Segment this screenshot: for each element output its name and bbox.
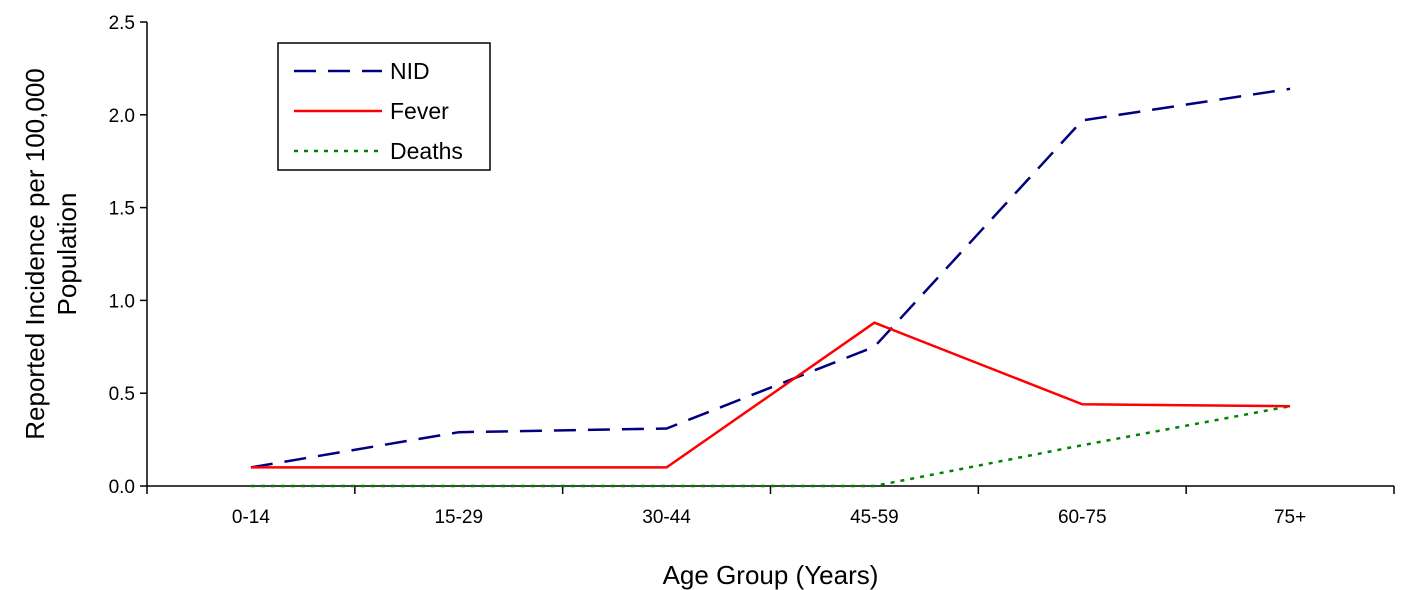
legend-label-deaths: Deaths (390, 138, 463, 164)
y-tick-label: 0.5 (109, 384, 135, 405)
x-tick-label: 45-59 (850, 507, 899, 528)
x-tick-label: 75+ (1274, 507, 1306, 528)
x-axis-title: Age Group (Years) (663, 560, 879, 590)
y-tick-label: 2.0 (109, 106, 135, 127)
x-ticks: 0-14 15-29 30-44 45-59 60-75 75+ (146, 486, 1395, 528)
legend-label-fever: Fever (390, 98, 449, 124)
x-tick-label: 0-14 (232, 507, 270, 528)
y-tick-label: 1.5 (109, 199, 135, 220)
series-layer (250, 87, 1291, 488)
x-tick-label: 30-44 (642, 507, 691, 528)
legend-label-nid: NID (390, 58, 430, 84)
series-line-fever (250, 321, 1291, 469)
legend-box (277, 42, 491, 171)
legend: NID Fever Deaths (277, 42, 491, 171)
y-tick-label: 2.5 (109, 13, 135, 34)
y-tick-label: 1.0 (109, 291, 135, 312)
series-line-deaths (250, 404, 1291, 488)
x-tick-label: 60-75 (1058, 507, 1107, 528)
y-axis-title-line2: Population (52, 193, 82, 316)
y-axis-title-line1: Reported Incidence per 100,000 (20, 68, 50, 440)
y-ticks: 0.0 0.5 1.0 1.5 2.0 2.5 (109, 13, 147, 498)
series-line-nid (250, 87, 1291, 469)
x-tick-label: 15-29 (434, 507, 483, 528)
y-tick-label: 0.0 (109, 477, 135, 498)
